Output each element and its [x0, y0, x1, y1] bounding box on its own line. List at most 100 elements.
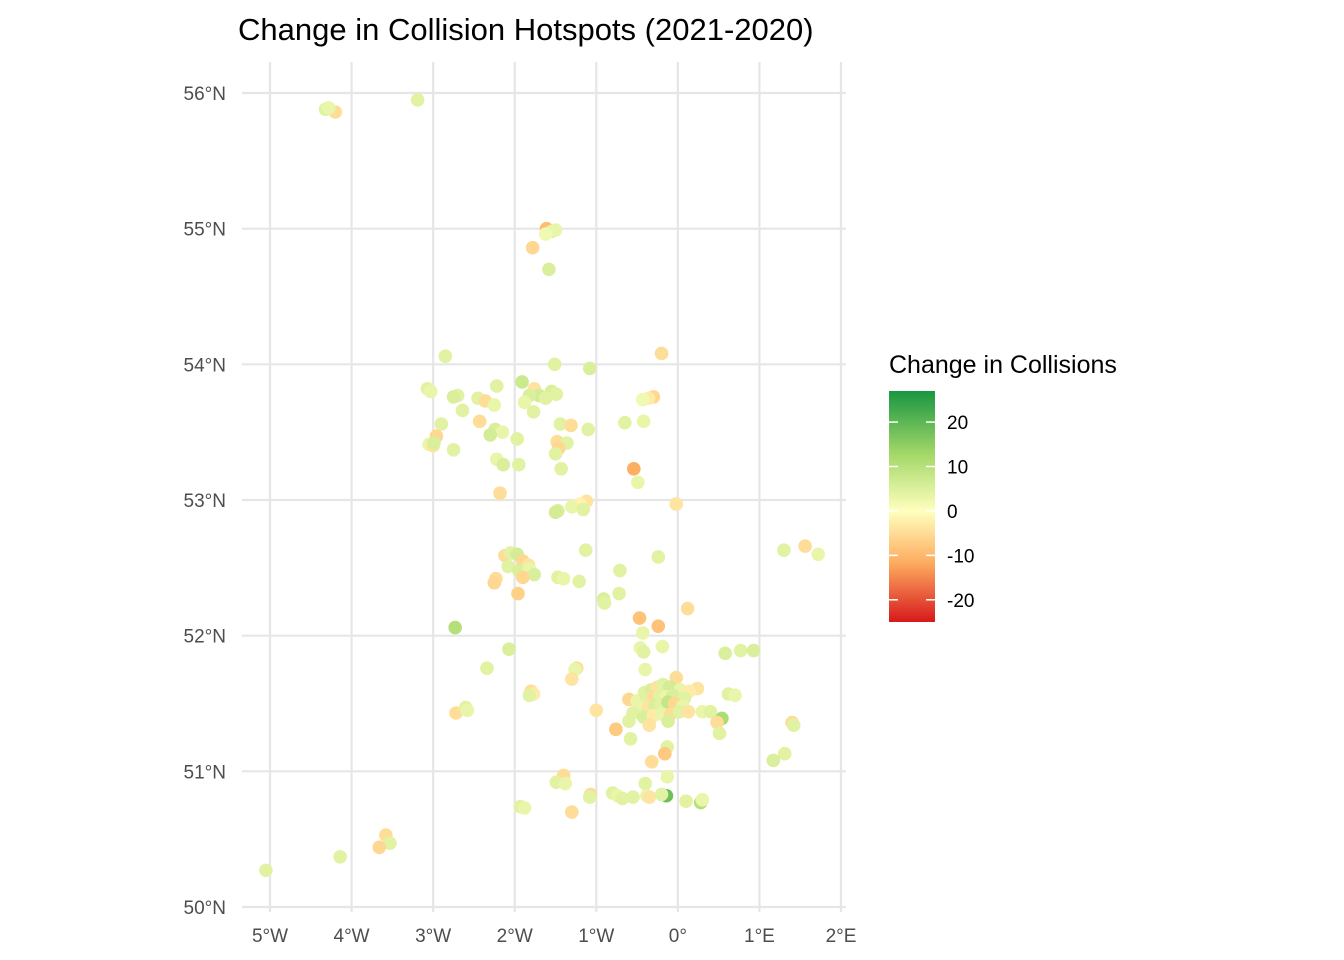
data-point-2 [321, 101, 336, 115]
data-points [259, 92, 825, 878]
data-point-12 [547, 357, 562, 372]
legend-tick-label: -10 [947, 546, 974, 567]
data-point-168 [660, 769, 675, 784]
x-tick-label: 2°E [826, 926, 857, 947]
data-point-186 [565, 805, 579, 819]
data-point-88 [556, 571, 571, 586]
data-point-46 [510, 432, 524, 446]
data-point-34 [635, 392, 650, 407]
data-point-9 [542, 262, 556, 277]
data-point-167 [644, 755, 659, 769]
data-point-64 [669, 497, 684, 511]
data-point-174 [582, 790, 597, 804]
data-point-38 [434, 417, 449, 431]
x-tick-label: 0° [669, 926, 687, 947]
data-point-94 [680, 601, 695, 616]
data-point-83 [516, 570, 530, 585]
data-point-69 [578, 543, 593, 557]
data-point-68 [576, 502, 591, 517]
data-point-153 [710, 715, 724, 730]
data-point-180 [642, 790, 657, 804]
data-point-158 [589, 703, 604, 718]
data-point-26 [446, 390, 461, 404]
data-point-111 [669, 670, 684, 685]
data-point-65 [565, 499, 579, 514]
x-axis-ticks: 5°W 4°W 3°W 2°W 1°W 0° 1°E 2°E [252, 926, 856, 947]
y-tick-label: 55°N [184, 220, 226, 241]
x-tick-label: 1°W [578, 926, 614, 947]
data-point-24 [517, 395, 532, 410]
data-point-105 [746, 643, 761, 658]
data-point-13 [582, 361, 597, 376]
data-point-59 [627, 461, 641, 476]
data-point-146 [681, 704, 696, 719]
data-point-165 [777, 746, 792, 761]
data-point-71 [798, 539, 812, 553]
data-point-35 [618, 415, 632, 430]
data-point-93 [597, 596, 612, 610]
data-point-79 [501, 559, 515, 574]
data-point-53 [446, 443, 461, 457]
data-point-148 [642, 718, 657, 733]
data-point-185 [695, 793, 710, 807]
data-point-192 [333, 850, 347, 864]
data-point-190 [383, 836, 397, 851]
data-point-56 [511, 457, 526, 472]
data-point-86 [613, 563, 627, 578]
data-point-18 [423, 384, 438, 399]
data-point-183 [679, 794, 693, 808]
data-point-104 [733, 643, 748, 658]
data-point-37 [472, 414, 487, 429]
legend-tick-label: -20 [947, 591, 974, 612]
data-point-44 [483, 428, 498, 442]
data-point-70 [777, 543, 791, 557]
x-tick-label: 5°W [252, 926, 288, 947]
data-point-67 [548, 505, 563, 520]
data-point-162 [786, 718, 801, 733]
y-tick-label: 56°N [184, 84, 226, 105]
data-point-14 [515, 375, 529, 389]
data-point-154 [712, 726, 727, 741]
data-point-82 [527, 567, 542, 582]
data-point-85 [487, 575, 502, 590]
y-tick-label: 50°N [184, 898, 226, 919]
data-point-191 [372, 840, 387, 855]
data-point-20 [549, 387, 564, 401]
data-point-54 [548, 447, 563, 461]
data-point-31 [526, 405, 541, 419]
data-point-166 [766, 753, 781, 768]
data-point-43 [495, 425, 510, 439]
data-point-40 [564, 418, 578, 433]
data-point-58 [554, 461, 569, 476]
data-point-30 [455, 403, 470, 418]
legend-title: Change in Collisions [889, 351, 1117, 379]
data-point-178 [626, 790, 640, 804]
legend-tick-label: 0 [947, 502, 958, 523]
data-point-61 [493, 486, 507, 501]
data-point-57 [496, 457, 511, 472]
x-tick-label: 2°W [497, 926, 533, 947]
data-point-147 [622, 714, 636, 728]
legend-tick-label: 20 [947, 413, 968, 434]
legend-colorbar [889, 391, 935, 622]
data-point-103 [718, 646, 732, 661]
y-axis-ticks: 50°N 51°N 52°N 53°N 54°N 55°N 56°N [184, 84, 226, 919]
data-point-15 [489, 379, 504, 393]
data-point-99 [502, 642, 516, 657]
data-point-108 [480, 661, 494, 676]
data-point-172 [638, 776, 653, 791]
y-tick-label: 54°N [184, 355, 226, 376]
y-tick-label: 52°N [184, 627, 226, 648]
data-point-182 [654, 787, 669, 802]
data-point-51 [427, 436, 441, 450]
data-point-60 [631, 475, 645, 490]
data-point-113 [728, 688, 742, 703]
data-point-41 [581, 422, 595, 437]
data-point-95 [632, 611, 647, 625]
data-point-188 [517, 801, 532, 815]
data-point-177 [615, 791, 630, 806]
data-point-7 [538, 227, 553, 241]
data-point-97 [448, 620, 462, 635]
gridlines [242, 62, 846, 912]
